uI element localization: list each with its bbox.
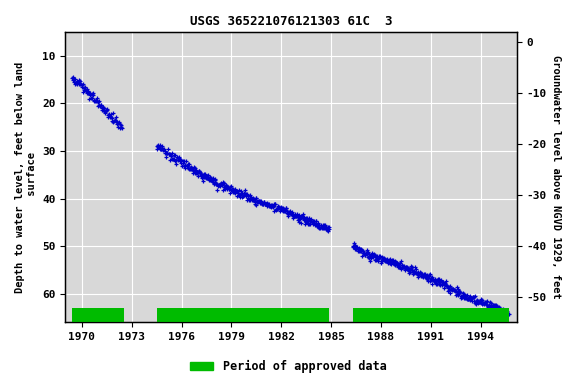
Y-axis label: Depth to water level, feet below land
 surface: Depth to water level, feet below land su… [15, 61, 37, 293]
Legend: Period of approved data: Period of approved data [185, 356, 391, 378]
Title: USGS 365221076121303 61C  3: USGS 365221076121303 61C 3 [190, 15, 392, 28]
Y-axis label: Groundwater level above NGVD 1929, feet: Groundwater level above NGVD 1929, feet [551, 55, 561, 299]
